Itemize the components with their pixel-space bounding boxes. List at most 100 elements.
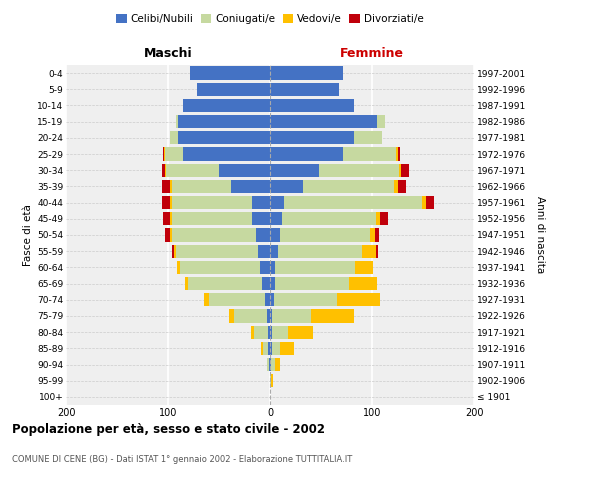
Bar [251,196,270,209]
Bar [284,196,422,209]
Bar [271,374,273,388]
Bar [397,148,398,160]
Bar [270,260,275,274]
Bar [311,310,353,322]
Bar [197,82,270,96]
Bar [172,244,174,258]
Bar [271,358,275,371]
Bar [188,277,262,290]
Legend: Celibi/Nubili, Coniugati/e, Vedovi/e, Divorziati/e: Celibi/Nubili, Coniugati/e, Vedovi/e, Di… [112,10,428,29]
Bar [398,180,406,193]
Bar [262,277,270,290]
Bar [274,293,337,306]
Bar [270,66,343,80]
Bar [337,293,380,306]
Bar [275,277,349,290]
Bar [256,228,270,241]
Bar [180,260,260,274]
Bar [272,342,280,355]
Bar [398,148,400,160]
Bar [343,148,397,160]
Bar [176,244,258,258]
Bar [269,358,270,371]
Bar [219,164,270,177]
Bar [270,131,353,144]
Bar [170,196,172,209]
Bar [178,115,270,128]
Bar [270,244,278,258]
Bar [184,99,270,112]
Bar [270,212,282,226]
Bar [164,148,165,160]
Bar [353,131,382,144]
Bar [370,228,375,241]
Bar [302,180,394,193]
Bar [375,228,379,241]
Bar [235,310,267,322]
Bar [162,180,170,193]
Bar [174,244,176,258]
Bar [270,342,272,355]
Bar [170,228,172,241]
Bar [272,310,311,322]
Bar [251,326,254,339]
Bar [267,358,269,371]
Bar [270,164,319,177]
Bar [254,326,268,339]
Bar [170,131,178,144]
Bar [280,228,370,241]
Bar [270,277,275,290]
Bar [258,244,270,258]
Bar [166,164,219,177]
Bar [163,148,164,160]
Text: COMUNE DI CENE (BG) - Dati ISTAT 1° gennaio 2002 - Elaborazione TUTTITALIA.IT: COMUNE DI CENE (BG) - Dati ISTAT 1° genn… [12,455,352,464]
Bar [172,180,231,193]
Bar [165,148,184,160]
Bar [172,196,251,209]
Bar [170,180,172,193]
Bar [376,244,378,258]
Bar [422,196,426,209]
Bar [376,212,380,226]
Bar [270,293,274,306]
Y-axis label: Anni di nascita: Anni di nascita [535,196,545,274]
Bar [163,212,170,226]
Text: Maschi: Maschi [143,47,193,60]
Bar [377,115,385,128]
Bar [251,212,270,226]
Bar [190,66,270,80]
Bar [268,342,270,355]
Bar [278,244,362,258]
Bar [270,148,343,160]
Bar [355,260,373,274]
Bar [380,212,388,226]
Bar [362,244,376,258]
Bar [170,212,172,226]
Bar [270,180,302,193]
Bar [289,326,313,339]
Bar [270,228,280,241]
Bar [398,164,401,177]
Bar [185,277,188,290]
Bar [177,260,180,274]
Bar [282,212,376,226]
Bar [172,212,251,226]
Bar [270,115,377,128]
Bar [349,277,377,290]
Bar [229,310,235,322]
Bar [275,358,280,371]
Bar [275,260,355,274]
Bar [260,260,270,274]
Bar [270,196,284,209]
Bar [178,131,270,144]
Bar [184,148,270,160]
Bar [265,293,270,306]
Bar [204,293,209,306]
Bar [270,358,271,371]
Bar [263,342,268,355]
Bar [261,342,263,355]
Bar [209,293,265,306]
Bar [268,326,270,339]
Bar [162,164,165,177]
Bar [270,374,271,388]
